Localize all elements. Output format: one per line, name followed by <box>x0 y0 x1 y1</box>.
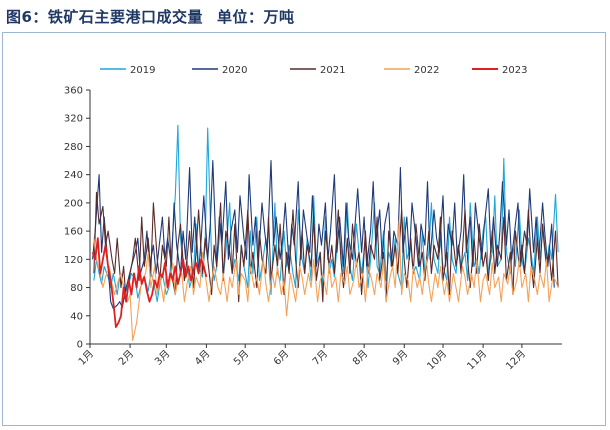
y-tick-label-4: 160 <box>64 227 83 238</box>
chart-title: 图6：铁矿石主要港口成交量 单位：万吨 <box>6 6 294 27</box>
y-tick-label-1: 40 <box>70 311 83 322</box>
legend-label-2022: 2022 <box>414 65 439 76</box>
x-tick-label-0: 1月 <box>76 348 96 368</box>
y-axis: 0 40 80 120 160 200 240 280 320 360 <box>64 86 91 351</box>
legend-label-2020: 2020 <box>222 65 247 76</box>
x-tick-label-5: 6月 <box>271 348 291 368</box>
legend: 2019 2020 2021 2022 2023 <box>100 65 527 76</box>
x-tick-label-7: 8月 <box>350 348 370 368</box>
plot-area <box>91 124 559 342</box>
x-tick-label-6: 7月 <box>310 348 330 368</box>
title-unit: 单位：万吨 <box>216 8 295 26</box>
x-tick-label-11: 12月 <box>503 348 528 373</box>
y-tick-label-3: 120 <box>64 255 83 266</box>
series-line-2022 <box>93 219 559 342</box>
x-tick-label-3: 4月 <box>192 348 212 368</box>
series-line-2020 <box>92 160 555 310</box>
x-tick-label-1: 2月 <box>116 348 136 368</box>
legend-label-2023: 2023 <box>502 65 527 76</box>
series-line-2023 <box>91 237 208 329</box>
y-tick-label-2: 80 <box>70 283 83 294</box>
y-tick-label-8: 320 <box>64 114 83 125</box>
y-tick-label-9: 360 <box>64 86 83 97</box>
x-tick-label-8: 9月 <box>390 348 410 368</box>
x-tick-label-9: 10月 <box>425 348 450 373</box>
x-tick-label-2: 3月 <box>152 348 172 368</box>
title-main: 图6：铁矿石主要港口成交量 <box>6 8 203 26</box>
y-tick-label-6: 240 <box>64 170 83 181</box>
x-tick-label-10: 11月 <box>465 348 490 373</box>
y-tick-label-7: 280 <box>64 142 83 153</box>
x-tick-label-4: 5月 <box>231 348 251 368</box>
y-tick-label-5: 200 <box>64 198 83 209</box>
legend-label-2021: 2021 <box>320 65 345 76</box>
legend-label-2019: 2019 <box>130 65 155 76</box>
series-line-2021 <box>93 191 559 303</box>
x-axis: 1月 2月 3月 4月 5月 6月 7月 8月 9月 10月 11月 12月 <box>76 343 562 373</box>
chart-frame <box>2 32 606 426</box>
y-tick-label-0: 0 <box>77 340 83 351</box>
